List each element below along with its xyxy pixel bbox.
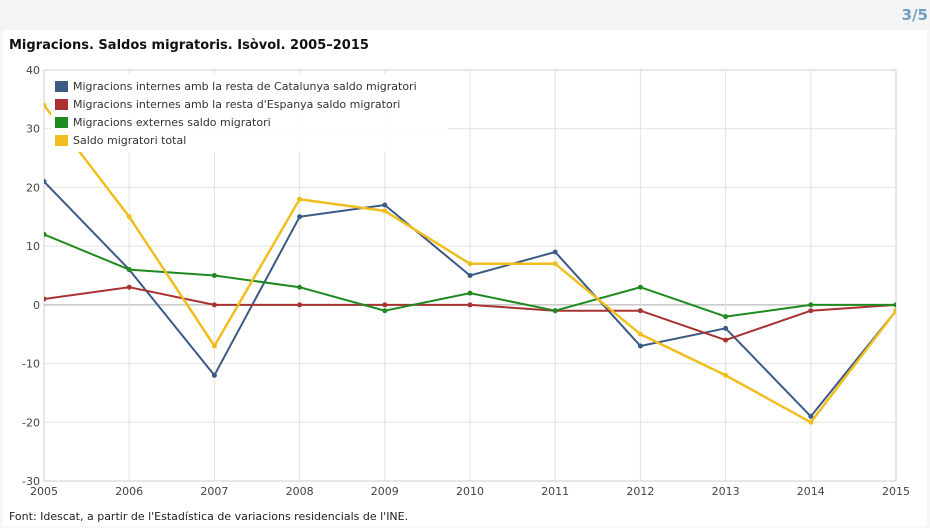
x-tick-label: 2010 (456, 485, 484, 498)
plot-border (43, 69, 897, 482)
data-point (808, 413, 814, 419)
y-tick-label: -10 (22, 358, 40, 371)
data-point (723, 325, 729, 331)
x-tick-label: 2015 (882, 485, 910, 498)
data-point (893, 302, 896, 308)
data-point (382, 208, 388, 214)
chart-panel: Migracions. Saldos migratoris. Isòvol. 2… (3, 30, 927, 526)
data-point (382, 202, 388, 208)
y-tick-label: -30 (22, 475, 40, 488)
x-tick-label: 2014 (797, 485, 825, 498)
legend-label: Migracions internes amb la resta de Cata… (73, 79, 417, 93)
data-point (126, 214, 132, 220)
y-tick-label: 10 (26, 240, 40, 253)
data-point (382, 302, 388, 308)
legend-item[interactable]: Migracions internes amb la resta de Cata… (55, 77, 443, 95)
data-point (44, 296, 47, 302)
axis-labels: -30 -20 -10 0 10 20 30 40 2005 2006 2007 2008 2009 20… (22, 64, 910, 498)
data-point (723, 314, 729, 320)
x-tick-label: 2006 (115, 485, 143, 498)
x-tick-label: 2008 (286, 485, 314, 498)
legend-item[interactable]: Saldo migratori total (55, 131, 443, 149)
legend-swatch (55, 134, 68, 146)
data-point (467, 302, 473, 308)
series-lines (44, 102, 896, 425)
x-tick-label: 2011 (541, 485, 569, 498)
chart-legend: Migracions internes amb la resta de Cata… (51, 74, 447, 152)
data-point (382, 308, 388, 314)
data-point (808, 308, 814, 314)
x-tick-label: 2005 (30, 485, 58, 498)
data-point (44, 102, 47, 108)
x-tick-label: 2013 (712, 485, 740, 498)
x-tick-label: 2012 (626, 485, 654, 498)
data-point (126, 284, 132, 290)
chart-title: Migracions. Saldos migratoris. Isòvol. 2… (9, 38, 369, 53)
data-point (467, 273, 473, 278)
data-point (552, 261, 558, 267)
y-tick-label: 0 (33, 299, 40, 312)
data-point (211, 343, 217, 349)
data-point (44, 231, 47, 237)
y-tick-label: 30 (26, 123, 40, 136)
data-point (211, 302, 217, 308)
data-point (637, 284, 643, 290)
x-tick-label: 2007 (200, 485, 228, 498)
data-point (808, 302, 814, 308)
legend-swatch (55, 98, 68, 110)
page-counter[interactable]: 3/5 (901, 6, 928, 24)
data-point (44, 179, 47, 185)
data-point (211, 372, 217, 378)
y-tick-label: 20 (26, 181, 40, 194)
y-tick-label: -20 (22, 416, 40, 429)
data-point (297, 302, 303, 308)
data-point (297, 214, 303, 220)
source-note: Font: Idescat, a partir de l'Estadística… (9, 510, 409, 523)
data-point (637, 343, 643, 349)
data-point (723, 372, 729, 378)
y-tick-label: 40 (26, 64, 40, 77)
top-strip (0, 0, 930, 30)
data-point (126, 267, 132, 273)
legend-label: Migracions internes amb la resta d'Espan… (73, 97, 401, 111)
data-point (467, 261, 473, 267)
legend-label: Saldo migratori total (73, 133, 187, 147)
legend-item[interactable]: Migracions externes saldo migratori (55, 113, 443, 131)
data-point (637, 331, 643, 337)
legend-item[interactable]: Migracions internes amb la resta d'Espan… (55, 95, 443, 113)
data-point (467, 290, 473, 296)
data-point (552, 249, 558, 255)
data-point (297, 196, 303, 202)
data-point (552, 308, 558, 314)
legend-swatch (55, 80, 68, 92)
data-point (808, 419, 814, 425)
data-point (211, 273, 217, 278)
legend-label: Migracions externes saldo migratori (73, 115, 271, 129)
data-point (893, 308, 896, 314)
data-point (723, 337, 729, 343)
data-point (637, 308, 643, 314)
x-tick-label: 2009 (371, 485, 399, 498)
legend-swatch (55, 116, 68, 128)
data-point (297, 284, 303, 290)
